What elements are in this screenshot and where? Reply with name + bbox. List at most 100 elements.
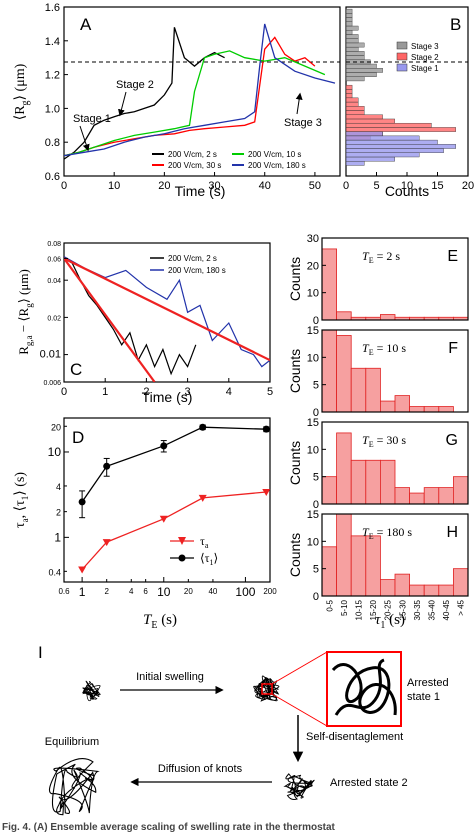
annotation-stage-1: Stage 1 <box>73 113 111 125</box>
y-tick-label-h-2: 10 <box>307 536 319 548</box>
te-label-f: TE = 10 s <box>362 341 406 357</box>
bar-g-5 <box>394 487 411 505</box>
bar-h-3 <box>365 535 381 597</box>
marker-d-1-0 <box>78 498 86 506</box>
label-self-disentanglement: Self-disentaglement <box>306 731 403 743</box>
legend-b-label-stage2: Stage 2 <box>411 53 439 62</box>
y-axis-label-a: ⟨Rg⟩ (μm) <box>13 63 31 120</box>
te-label-t-f: T <box>362 341 370 355</box>
panel-a: 0 10 20 30 40 500.60.81.01.21.41.6 A Stage 1 … <box>13 2 341 199</box>
panel-d-series <box>78 423 271 574</box>
panel-label-f: F <box>448 340 458 357</box>
coil3-strand <box>283 773 315 801</box>
y-axis-label-d-mid: , ⟨τ <box>13 500 28 518</box>
y-tick-label-d-4: 10 <box>48 445 62 459</box>
bar-g-1 <box>336 432 352 505</box>
x-axis-label-tau1-sub: 1 <box>380 620 385 631</box>
x-tick-label-a-4: 40 <box>259 180 271 192</box>
panel-label-d: D <box>72 428 84 447</box>
label-initial-swelling: Initial swelling <box>136 671 204 683</box>
legend-b-swatch-stage3 <box>396 41 408 50</box>
panel-c-legend: 200 V/cm, 2 s 200 V/cm, 180 s <box>150 254 226 275</box>
y-tick-label-f-1: 5 <box>313 380 319 392</box>
y-axis-label-d-tau: τ <box>13 522 28 528</box>
bar-b-1-2 <box>345 127 457 132</box>
marker-d-0-2 <box>159 515 168 523</box>
te-label-t-e: T <box>362 249 370 263</box>
bar-h-5 <box>394 573 411 597</box>
bar-b-1-4 <box>345 118 395 124</box>
svg-text:τa: τa <box>200 534 209 550</box>
y-axis-label-e: Counts <box>287 257 303 301</box>
x-tick-label-c-3: 3 <box>185 386 191 398</box>
x-tick-label-tau1-4: 20-25 <box>384 599 393 620</box>
legend-d-label-tau-a: τ <box>200 534 205 548</box>
label-arrested-state-1-line2: state 1 <box>407 691 440 703</box>
x-tick-label-tau1-0: 0-5 <box>325 599 334 611</box>
arrow-stage-1 <box>79 125 90 152</box>
panel-h: 0 5 10 15 H TE = 180 s Counts <box>287 509 469 603</box>
bar-b-0-5 <box>345 55 365 61</box>
x-tick-label-tau1-3: 15-20 <box>369 599 378 620</box>
panel-b-bars <box>345 8 457 166</box>
series-a-1 <box>64 36 316 157</box>
x-tick-label-d-7: 40 <box>208 587 217 596</box>
bar-b-0-12 <box>345 25 359 31</box>
panel-label-g: G <box>446 432 458 449</box>
annotation-stage-3: Stage 3 <box>284 117 322 129</box>
legend-a-label-30s: 200 V/cm, 30 s <box>168 161 221 170</box>
y-tick-label-f-2: 10 <box>307 352 319 364</box>
panel-c: 0 1 2 3 4 5 0.006 0.01 0.02 0.04 0.06 0.08 C 200 V/… <box>16 241 273 405</box>
zoom-line-bottom <box>271 693 328 727</box>
bar-e-4 <box>379 314 396 321</box>
panel-label-e: E <box>447 248 458 265</box>
x-tick-label-a-0: 0 <box>61 180 67 192</box>
marker-d-1-3 <box>199 423 207 431</box>
label-equilibrium: Equilibrium <box>45 736 99 748</box>
bar-b-2-4 <box>345 144 457 149</box>
series-a-0 <box>64 27 225 160</box>
x-tick-label-tau1-9: > 45 <box>457 599 466 615</box>
svg-text:⟨Rg⟩ (μm): ⟨Rg⟩ (μm) <box>13 63 31 120</box>
x-tick-label-b-0: 0 <box>343 180 349 192</box>
bar-f-5 <box>394 395 411 413</box>
bar-h-7 <box>423 584 440 597</box>
y-tick-label-g-1: 5 <box>313 472 319 484</box>
panel-g: 0 5 10 15 G TE = 30 s Counts <box>287 417 469 511</box>
x-axis-label-tau1-unit: (s) <box>385 612 405 628</box>
arrow-stage-3 <box>295 92 303 115</box>
bar-g-3 <box>365 459 381 505</box>
te-label-h: TE = 180 s <box>362 525 412 541</box>
panel-label-h: H <box>446 524 458 541</box>
panel-a-frame <box>63 6 341 177</box>
bar-b-0-0 <box>345 76 365 82</box>
legend-d-label-tau1-sub: 1 <box>210 558 214 567</box>
series-c-3 <box>64 257 270 362</box>
y-tick-label-h-1: 5 <box>313 564 319 576</box>
x-tick-label-d-2: 2 <box>104 587 109 596</box>
frame-h <box>321 513 469 597</box>
marker-d-0-0 <box>78 566 87 574</box>
x-tick-label-tau1-7: 35-40 <box>428 599 437 620</box>
bar-b-2-2 <box>345 152 420 158</box>
bar-g-7 <box>423 487 440 505</box>
x-tick-label-b-3: 15 <box>431 180 443 192</box>
y-axis-label-f: Counts <box>287 349 303 393</box>
arrow-stage-2 <box>118 91 127 117</box>
series-c-2 <box>64 257 156 382</box>
series-c-1 <box>64 256 270 368</box>
marker-d-1-2 <box>160 442 168 450</box>
y-tick-label-d-0: 0.4 <box>48 567 61 577</box>
polymer-coil-equilibrium <box>49 758 100 816</box>
bar-f-0 <box>321 329 338 413</box>
annotation-stage-2: Stage 2 <box>116 79 154 91</box>
y-tick-label-f-3: 15 <box>307 325 319 337</box>
panel-label-a: A <box>80 15 92 34</box>
y-tick-label-g-2: 10 <box>307 444 319 456</box>
bar-h-0 <box>321 546 338 597</box>
series-a-2 <box>64 50 326 157</box>
x-tick-label-tau1-8: 40-45 <box>442 599 451 620</box>
bar-b-2-0 <box>345 161 365 166</box>
